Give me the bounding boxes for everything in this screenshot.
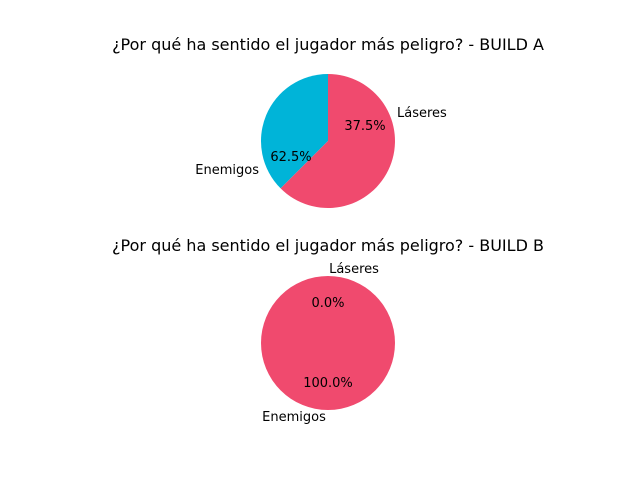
- slice-label-laseres: Láseres: [329, 262, 379, 277]
- slice-pct-enemigos: 100.0%: [303, 376, 353, 391]
- chart-title: ¿Por qué ha sentido el jugador más pelig…: [112, 236, 544, 255]
- chart-title: ¿Por qué ha sentido el jugador más pelig…: [112, 35, 544, 54]
- pie-slices: [260, 74, 395, 208]
- pie-chart-build-a: ¿Por qué ha sentido el jugador más pelig…: [112, 35, 544, 208]
- slice-pct-enemigos: 62.5%: [270, 150, 311, 165]
- slice-pct-laseres: 0.0%: [311, 296, 344, 311]
- pie-slice-laseres: [260, 74, 328, 189]
- pie-chart-build-b: ¿Por qué ha sentido el jugador más pelig…: [112, 236, 544, 425]
- slice-label-laseres: Láseres: [397, 106, 447, 121]
- slice-pct-laseres: 37.5%: [344, 119, 385, 134]
- slice-label-enemigos: Enemigos: [195, 163, 259, 178]
- pie-slices: [261, 276, 395, 410]
- pie-slice-enemigos: [280, 74, 395, 208]
- slice-label-enemigos: Enemigos: [262, 410, 326, 425]
- pie-slice-enemigos: [261, 276, 395, 410]
